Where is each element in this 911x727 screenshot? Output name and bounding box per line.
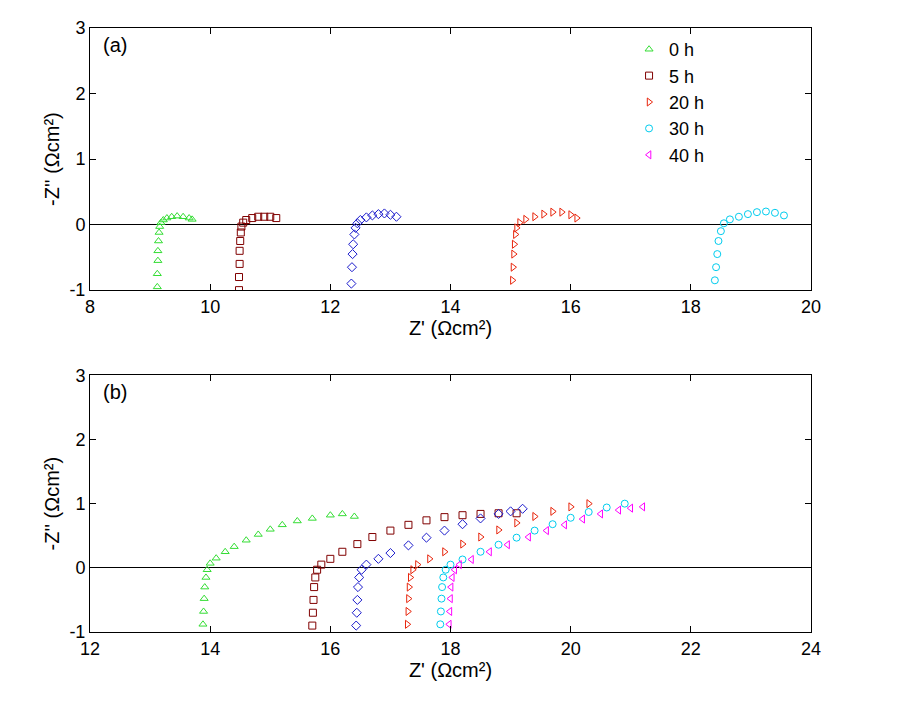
svg-text:10: 10 [200, 297, 220, 317]
svg-text:5 h: 5 h [669, 67, 694, 87]
svg-text:40 h: 40 h [669, 146, 704, 166]
svg-text:30 h: 30 h [669, 119, 704, 139]
svg-text:3: 3 [75, 18, 85, 38]
svg-text:-1: -1 [69, 622, 85, 642]
svg-text:2: 2 [75, 430, 85, 450]
svg-text:20 h: 20 h [669, 93, 704, 113]
svg-text:Z' (Ωcm²): Z' (Ωcm²) [409, 317, 492, 339]
svg-text:1: 1 [75, 149, 85, 169]
svg-text:0 h: 0 h [669, 40, 694, 60]
svg-text:20: 20 [801, 297, 821, 317]
svg-text:3: 3 [75, 366, 85, 386]
svg-text:14: 14 [200, 639, 220, 659]
svg-text:16: 16 [320, 639, 340, 659]
svg-text:0: 0 [75, 558, 85, 578]
svg-text:14: 14 [440, 297, 460, 317]
svg-text:24: 24 [801, 639, 821, 659]
svg-text:-1: -1 [69, 280, 85, 300]
svg-text:12: 12 [320, 297, 340, 317]
svg-text:-Z'' (Ωcm²): -Z'' (Ωcm²) [41, 112, 63, 206]
svg-text:18: 18 [440, 639, 460, 659]
svg-text:22: 22 [681, 639, 701, 659]
svg-text:1: 1 [75, 494, 85, 514]
svg-text:12: 12 [80, 639, 100, 659]
svg-text:Z' (Ωcm²): Z' (Ωcm²) [409, 659, 492, 681]
svg-text:-Z'' (Ωcm²): -Z'' (Ωcm²) [41, 457, 63, 551]
svg-text:(a): (a) [103, 34, 127, 56]
svg-text:0: 0 [75, 215, 85, 235]
svg-text:2: 2 [75, 84, 85, 104]
svg-text:20: 20 [561, 639, 581, 659]
svg-text:18: 18 [681, 297, 701, 317]
svg-text:16: 16 [561, 297, 581, 317]
svg-text:(b): (b) [103, 381, 127, 403]
svg-text:8: 8 [85, 297, 95, 317]
